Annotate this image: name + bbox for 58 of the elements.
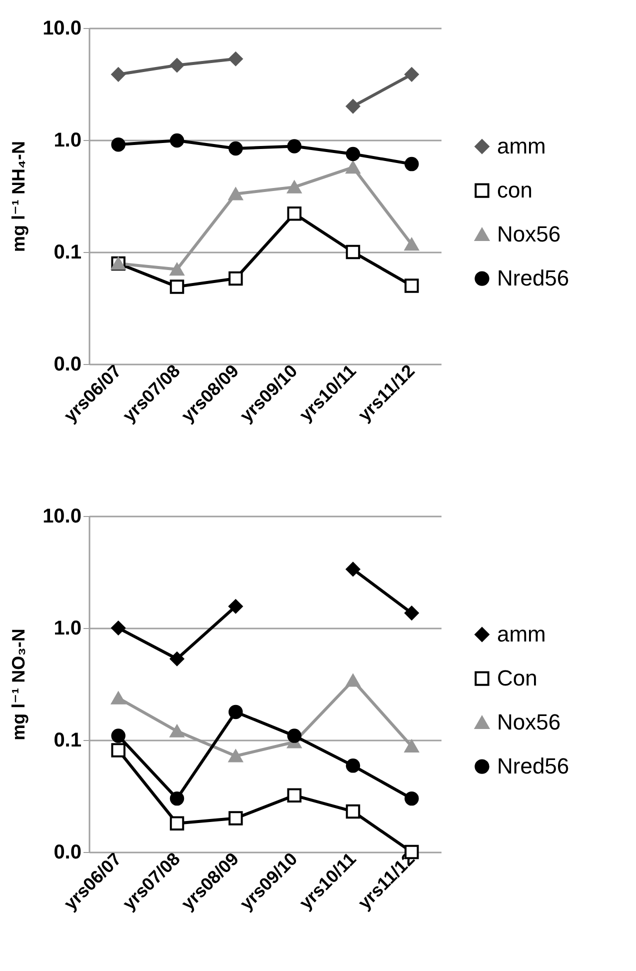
point xyxy=(170,58,184,72)
point xyxy=(346,161,360,174)
legend-label: Nred56 xyxy=(497,754,570,779)
point xyxy=(170,791,184,806)
point xyxy=(346,99,360,114)
point xyxy=(170,263,184,276)
y-tick-label: 0.1 xyxy=(54,242,82,264)
y-axis-title: mg l⁻¹ NO₃-N xyxy=(8,628,29,740)
y-tick-label: 1.0 xyxy=(54,618,82,640)
point xyxy=(287,139,302,154)
point xyxy=(346,146,360,162)
point xyxy=(287,206,302,221)
point xyxy=(111,692,126,704)
legend-label: Con xyxy=(497,666,538,691)
point xyxy=(111,743,126,758)
point xyxy=(404,156,419,172)
point xyxy=(404,238,419,251)
legend-label: Nox56 xyxy=(497,710,561,735)
point xyxy=(170,724,184,738)
legend-label: con xyxy=(497,178,532,203)
point xyxy=(111,620,126,636)
point xyxy=(228,271,243,286)
point xyxy=(228,750,243,762)
point xyxy=(170,652,184,666)
point xyxy=(287,728,302,743)
point xyxy=(170,280,184,294)
point xyxy=(404,67,419,82)
point xyxy=(404,740,419,753)
point xyxy=(228,704,243,720)
point xyxy=(228,811,243,826)
point xyxy=(111,137,126,152)
point xyxy=(404,278,419,293)
point xyxy=(111,67,126,82)
point xyxy=(228,188,243,200)
point xyxy=(228,141,243,156)
point xyxy=(346,804,360,819)
y-tick-label: 10.0 xyxy=(42,506,82,528)
point xyxy=(346,674,360,687)
y-axis-title: mg l⁻¹ NH₄-N xyxy=(8,140,29,252)
point xyxy=(346,758,360,773)
point xyxy=(287,180,302,194)
y-tick-label: 1.0 xyxy=(54,130,82,152)
point xyxy=(111,728,126,743)
legend-label: Nox56 xyxy=(497,222,561,247)
point xyxy=(404,606,419,620)
point xyxy=(170,816,184,831)
y-tick-label: 10.0 xyxy=(42,18,82,40)
point xyxy=(170,133,184,148)
point xyxy=(346,562,360,576)
point xyxy=(346,244,360,260)
legend-label: amm xyxy=(497,622,546,647)
point xyxy=(228,52,243,66)
y-tick-label: 0.1 xyxy=(54,730,82,752)
legend-label: amm xyxy=(497,134,546,159)
point xyxy=(404,791,419,806)
point xyxy=(228,599,243,614)
point xyxy=(287,788,302,803)
legend-label: Nred56 xyxy=(497,266,570,291)
